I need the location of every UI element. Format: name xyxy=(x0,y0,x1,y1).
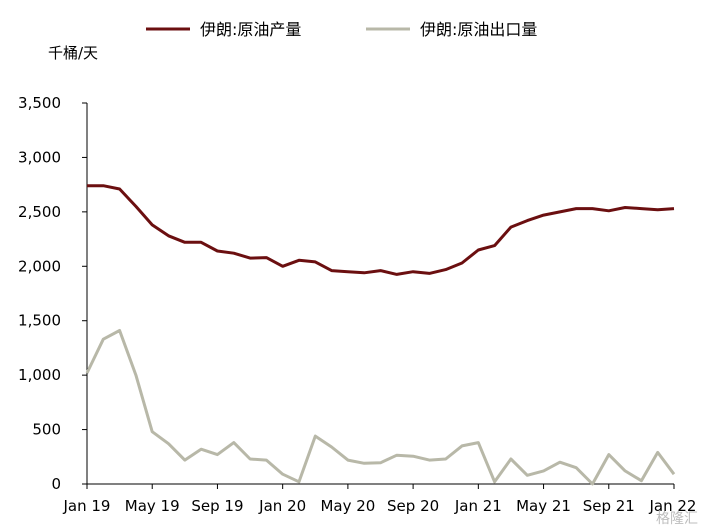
legend: 伊朗:原油产量 伊朗:原油出口量 xyxy=(146,20,537,39)
y-tick-label: 2,000 xyxy=(18,257,61,275)
y-tick-label: 500 xyxy=(32,421,61,439)
y-tick-label: 1,000 xyxy=(18,366,61,384)
y-tick-label: 0 xyxy=(51,475,61,493)
x-tick-label: May 20 xyxy=(320,497,375,515)
x-tick-label: May 19 xyxy=(125,497,180,515)
y-axis-unit-label: 千桶/天 xyxy=(48,44,98,62)
watermark-text: 格隆汇 xyxy=(656,511,698,527)
legend-label-production: 伊朗:原油产量 xyxy=(200,20,301,39)
legend-label-exports: 伊朗:原油出口量 xyxy=(420,20,537,39)
y-axis: 0 500 1,000 1,500 2,000 2,500 3,000 3,500 xyxy=(18,94,88,493)
x-tick-label: Jan 22 xyxy=(649,497,697,515)
series-line-exports xyxy=(85,329,676,486)
series-line-production xyxy=(87,184,675,276)
x-axis: Jan 19 May 19 Sep 19 Jan 20 May 20 Sep 20 Jan … xyxy=(63,483,697,515)
y-tick-label: 3,000 xyxy=(18,148,61,166)
y-tick-label: 1,500 xyxy=(18,312,61,330)
series-lines xyxy=(85,184,676,486)
x-tick-label: Sep 20 xyxy=(387,497,439,515)
y-tick-label: 2,500 xyxy=(18,203,61,221)
x-tick-label: Jan 19 xyxy=(63,497,111,515)
y-tick-label: 3,500 xyxy=(18,94,61,112)
x-tick-label: May 21 xyxy=(516,497,571,515)
x-tick-label: Jan 21 xyxy=(454,497,502,515)
x-tick-label: Sep 21 xyxy=(583,497,635,515)
x-tick-label: Jan 20 xyxy=(258,497,306,515)
x-tick-label: Sep 19 xyxy=(191,497,243,515)
